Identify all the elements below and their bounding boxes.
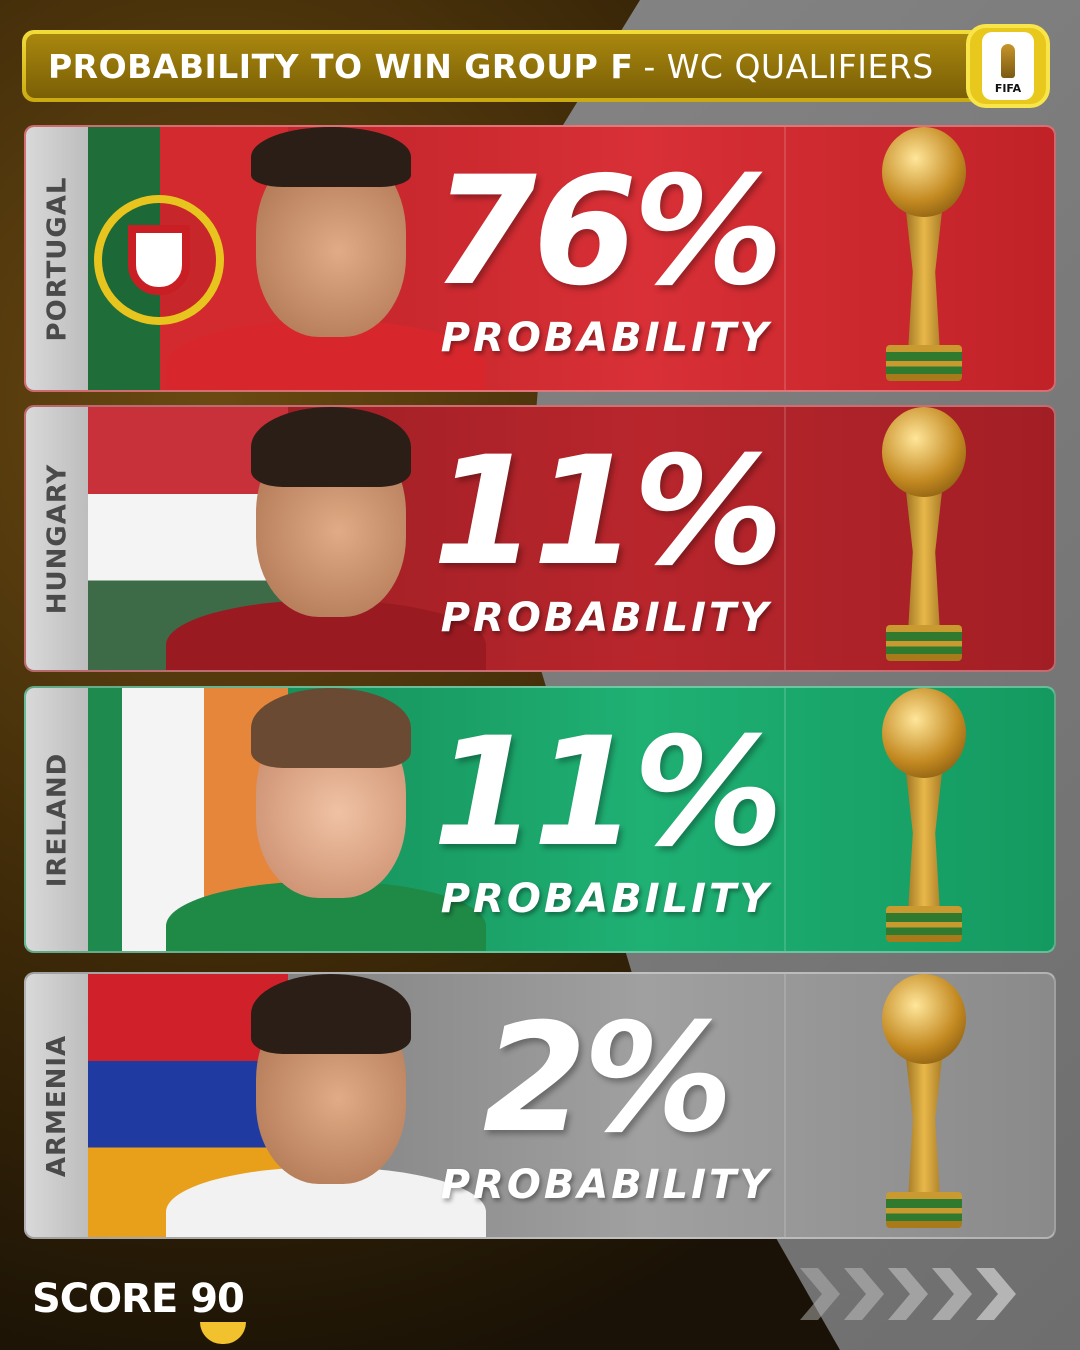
player-photo: [166, 974, 486, 1237]
world-cup-trophy-icon: [876, 974, 972, 1234]
chevron-right-icon: [844, 1268, 884, 1320]
team-card-hungary: HUNGARY 11% PROBABILITY: [24, 405, 1056, 672]
world-cup-trophy-icon: [876, 407, 972, 667]
trophy-icon: [1001, 44, 1015, 78]
probability-label: PROBABILITY: [440, 595, 772, 641]
title-banner: PROBABILITY TO WIN GROUP F - WC QUALIFIE…: [22, 30, 982, 102]
probability-value: 11%: [432, 425, 783, 599]
probability-label: PROBABILITY: [440, 876, 772, 922]
chevron-right-icon: [932, 1268, 972, 1320]
team-card-armenia: ARMENIA 2% PROBABILITY: [24, 972, 1056, 1239]
chevron-right-icon: [976, 1268, 1016, 1320]
title-subtitle: - WC QUALIFIERS: [643, 46, 934, 86]
player-photo: [166, 688, 486, 951]
probability-value: 11%: [432, 706, 783, 880]
brand-logo: SCORE 90: [32, 1276, 246, 1344]
chevrons-decoration: [800, 1268, 1020, 1320]
player-photo: [166, 127, 486, 390]
team-name: ARMENIA: [42, 1034, 72, 1177]
player-photo: [166, 407, 486, 670]
chevron-right-icon: [800, 1268, 840, 1320]
world-cup-2026-logo: FIFA: [966, 24, 1050, 108]
team-name: HUNGARY: [42, 463, 72, 614]
probability-label: PROBABILITY: [440, 1162, 772, 1208]
team-name: PORTUGAL: [42, 176, 73, 341]
chevron-right-icon: [888, 1268, 928, 1320]
world-cup-trophy-icon: [876, 127, 972, 387]
team-name: IRELAND: [42, 752, 72, 887]
logo-text: FIFA: [994, 82, 1022, 95]
probability-value: 76%: [432, 145, 783, 319]
probability-value: 2%: [482, 992, 734, 1166]
team-card-portugal: PORTUGAL 76% PROBABILITY: [24, 125, 1056, 392]
world-cup-trophy-icon: [876, 688, 972, 948]
team-card-ireland: IRELAND 11% PROBABILITY: [24, 686, 1056, 953]
title-bold: PROBABILITY TO WIN GROUP F: [48, 46, 634, 86]
coat-of-arms: [94, 195, 224, 325]
bowl-icon: [200, 1322, 246, 1344]
probability-label: PROBABILITY: [440, 315, 772, 361]
brand-text: SCORE 90: [32, 1276, 245, 1322]
